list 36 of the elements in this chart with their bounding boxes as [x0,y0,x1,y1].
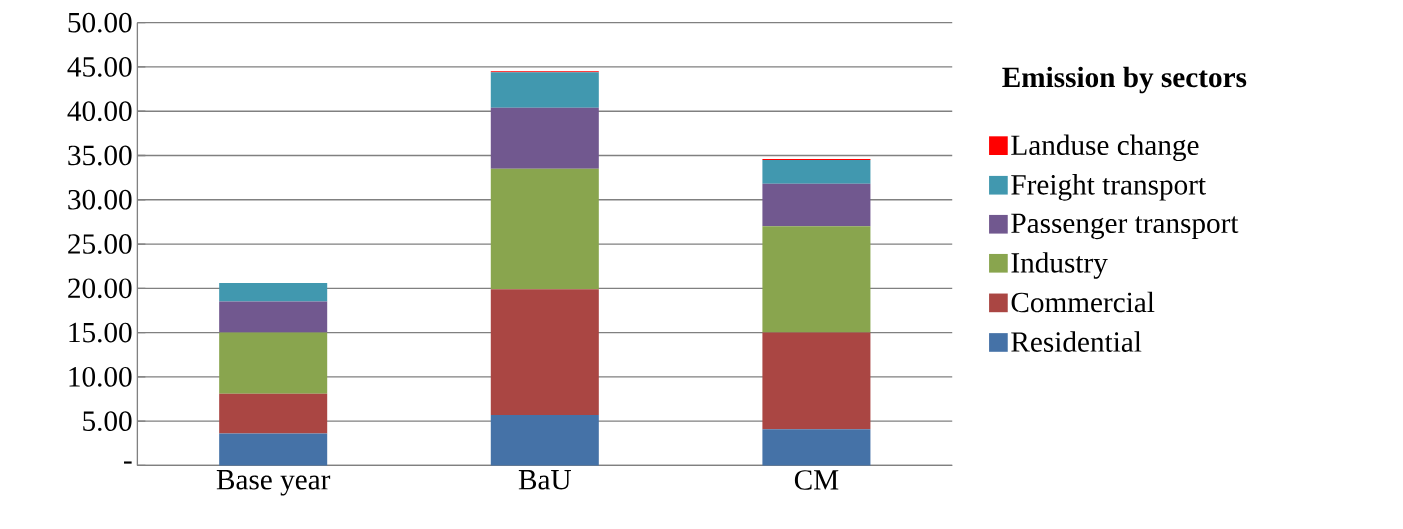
legend-label: Residential [1011,331,1142,352]
legend-label: Landuse change [1011,134,1199,161]
y-tick-label: - [124,461,132,464]
bar [219,393,328,434]
bar [219,282,328,302]
bar [762,428,871,466]
bar [219,301,328,333]
y-tick-label: 45.00 [67,56,132,77]
y-tick-label: 20.00 [68,278,132,299]
legend-label: Industry [1011,251,1108,279]
y-tick-label: 50.00 [68,12,132,33]
legend-label: Freight transport [1011,173,1206,201]
bar [219,433,328,466]
y-tick-label: 40.00 [67,101,132,121]
y-tick-label: 5.00 [83,411,132,431]
legend-label: Commercial [1011,291,1155,313]
x-tick-label: CM [794,469,839,490]
bar [762,226,871,333]
bar [490,107,599,169]
bar [219,332,328,394]
y-tick-label: 25.00 [68,233,132,254]
bar [490,414,599,466]
bar [762,332,871,429]
bar [490,168,599,289]
y-tick-label: 35.00 [68,145,132,166]
y-tick-label: 30.00 [68,189,132,210]
y-tick-label: 15.00 [69,322,132,343]
x-tick-label: BaU [518,469,571,490]
bar [762,159,871,184]
bar [490,72,599,108]
x-tick-label: Base year [216,469,331,496]
bar [762,183,871,227]
legend-label: Passenger transport [1011,213,1239,239]
bar [490,289,599,415]
legend-title: Emission by sectors [1002,66,1247,94]
y-tick-label: 10.00 [69,366,132,387]
